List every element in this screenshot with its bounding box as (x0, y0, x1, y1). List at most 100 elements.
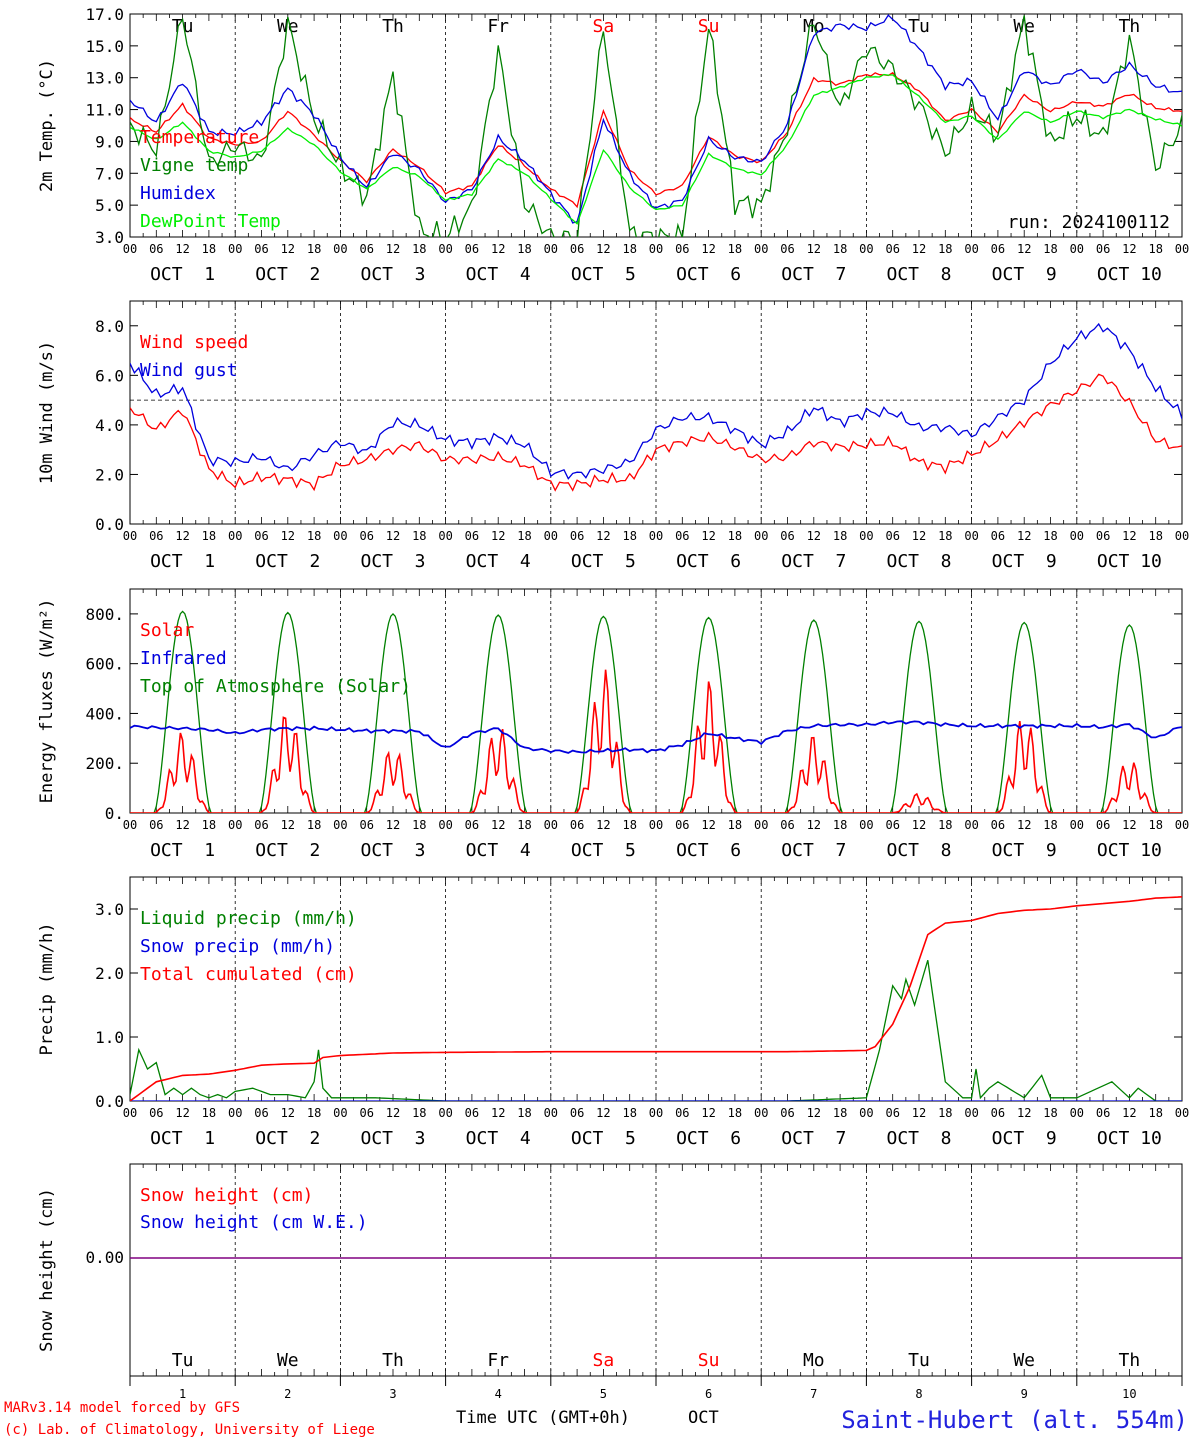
y-tick-label: 15.0 (85, 37, 124, 56)
hour-tick-label: 00 (123, 242, 137, 256)
hour-tick-label: 00 (228, 529, 242, 543)
series-wind-gust (130, 322, 1182, 480)
y-tick-label: 0.0 (95, 1092, 124, 1111)
hour-tick-label: 00 (1070, 818, 1084, 832)
hour-tick-label: 00 (333, 818, 347, 832)
y-tick-label: 0.0 (95, 515, 124, 534)
hour-tick-label: 06 (570, 818, 584, 832)
series-infrared (130, 720, 1182, 754)
legend-entry: Top of Atmosphere (Solar) (140, 676, 411, 697)
hour-tick-label: 00 (754, 529, 768, 543)
hour-tick-label: 06 (149, 242, 163, 256)
hour-tick-label: 12 (596, 529, 610, 543)
hour-tick-label: 12 (596, 1106, 610, 1120)
hour-tick-label: 00 (333, 242, 347, 256)
hour-tick-label: 06 (1096, 818, 1110, 832)
weekday-label: We (277, 1350, 299, 1371)
hour-tick-label: 06 (675, 818, 689, 832)
y-tick-label: 200. (85, 754, 124, 773)
hour-tick-label: 18 (202, 529, 216, 543)
hour-tick-label: 18 (307, 529, 321, 543)
hour-tick-label: 00 (1175, 818, 1189, 832)
hour-tick-label: 12 (596, 818, 610, 832)
hour-tick-label: 00 (859, 242, 873, 256)
hour-tick-label: 18 (202, 818, 216, 832)
hour-tick-label: 06 (465, 818, 479, 832)
day-number: 6 (705, 1387, 712, 1401)
hour-tick-label: 06 (991, 529, 1005, 543)
hour-tick-label: 06 (675, 242, 689, 256)
y-tick-label: 17.0 (85, 5, 124, 24)
hour-tick-label: 06 (885, 242, 899, 256)
weekday-label: Tu (172, 1350, 194, 1371)
series-liquid-precip (130, 960, 1182, 1101)
hour-tick-label: 18 (412, 818, 426, 832)
hour-tick-label: 00 (649, 529, 663, 543)
hour-tick-label: 06 (675, 529, 689, 543)
hour-tick-label: 18 (1148, 1106, 1162, 1120)
hour-tick-label: 12 (175, 818, 189, 832)
day-number: 5 (600, 1387, 607, 1401)
y-tick-label: 400. (85, 704, 124, 723)
hour-tick-label: 00 (649, 818, 663, 832)
date-label: OCT 3 (360, 1128, 425, 1149)
date-label: OCT 9 (992, 840, 1057, 861)
hour-tick-label: 00 (1175, 242, 1189, 256)
hour-tick-label: 18 (307, 242, 321, 256)
hour-tick-label: 00 (859, 818, 873, 832)
legend-entry: Vigne temp (140, 155, 248, 176)
date-label: OCT 6 (676, 551, 741, 572)
lab-credit: (c) Lab. of Climatology, University of L… (4, 1422, 375, 1438)
hour-tick-label: 12 (912, 242, 926, 256)
hour-tick-label: 00 (544, 818, 558, 832)
legend-entry: Temperature (140, 127, 259, 148)
hour-tick-label: 00 (1070, 1106, 1084, 1120)
hour-tick-label: 06 (359, 242, 373, 256)
hour-tick-label: 18 (1043, 242, 1057, 256)
date-label: OCT 5 (571, 264, 636, 285)
weekday-label: We (1013, 16, 1035, 37)
weekday-label: We (1013, 1350, 1035, 1371)
hour-tick-label: 12 (1122, 1106, 1136, 1120)
panel-2: 0.0 2.0 4.0 6.0 8.0 10m Wind (m/s) 00 06 12 18 00 0… (37, 300, 1189, 572)
hour-tick-label: 12 (807, 529, 821, 543)
hour-tick-label: 18 (1148, 818, 1162, 832)
weekday-label: Tu (908, 16, 930, 37)
hour-tick-label: 12 (701, 818, 715, 832)
hour-tick-label: 12 (807, 1106, 821, 1120)
y-axis-label: Precip (mm/h) (37, 922, 57, 1055)
date-label: OCT 2 (255, 551, 320, 572)
hour-tick-label: 06 (465, 1106, 479, 1120)
day-number: 1 (179, 1387, 186, 1401)
hour-tick-label: 06 (570, 1106, 584, 1120)
hour-tick-label: 06 (1096, 529, 1110, 543)
hour-tick-label: 00 (438, 1106, 452, 1120)
hour-tick-label: 18 (307, 1106, 321, 1120)
hour-tick-label: 18 (517, 242, 531, 256)
y-tick-label: 8.0 (95, 317, 124, 336)
date-label: OCT 6 (676, 1128, 741, 1149)
y-tick-label: 3.0 (95, 228, 124, 247)
date-label: OCT 9 (992, 551, 1057, 572)
station-name: Saint-Hubert (alt. 554m) (841, 1406, 1188, 1434)
date-label: OCT 9 (992, 264, 1057, 285)
hour-tick-label: 00 (754, 242, 768, 256)
hour-tick-label: 06 (149, 1106, 163, 1120)
hour-tick-label: 18 (938, 1106, 952, 1120)
hour-tick-label: 00 (754, 818, 768, 832)
hour-tick-label: 18 (833, 529, 847, 543)
weekday-label: Su (698, 1350, 720, 1371)
hour-tick-label: 06 (570, 529, 584, 543)
hour-tick-label: 00 (228, 242, 242, 256)
hour-tick-label: 00 (544, 529, 558, 543)
date-label: OCT 10 (1097, 1128, 1162, 1149)
hour-tick-label: 06 (885, 818, 899, 832)
y-tick-label: 6.0 (95, 366, 124, 385)
series-solar (130, 669, 1182, 813)
hour-tick-label: 18 (1043, 1106, 1057, 1120)
date-label: OCT 4 (466, 264, 531, 285)
series-wind-speed (130, 373, 1182, 492)
hour-tick-label: 12 (596, 242, 610, 256)
hour-tick-label: 00 (333, 1106, 347, 1120)
hour-tick-label: 18 (833, 818, 847, 832)
